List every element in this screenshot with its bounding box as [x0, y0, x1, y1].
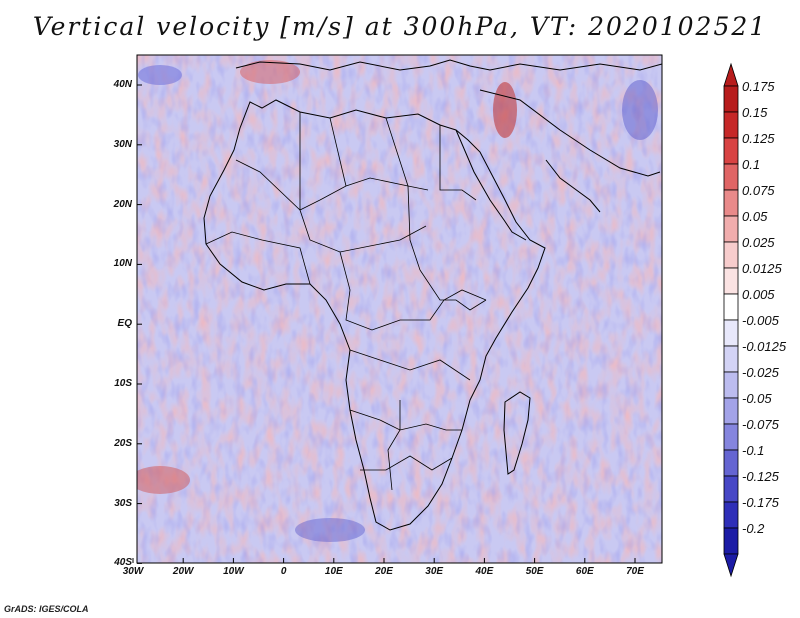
colorbar-label: -0.05: [742, 391, 772, 406]
latitude-label: 40S: [114, 557, 132, 569]
colorbar-swatch: [723, 241, 739, 269]
colorbar: [723, 62, 739, 578]
descent-patch-med: [240, 60, 300, 84]
latitude-label: 30S: [114, 497, 132, 509]
colorbar-swatch: [723, 475, 739, 503]
colorbar-swatch: [723, 189, 739, 217]
latitude-label: 10N: [113, 258, 132, 270]
longitude-label: 20E: [375, 566, 393, 577]
colorbar-swatch: [723, 293, 739, 321]
colorbar-swatch: [723, 397, 739, 425]
ascent-patch-east: [622, 80, 658, 140]
colorbar-swatch: [723, 423, 739, 451]
colorbar-label: -0.0125: [742, 339, 787, 354]
colorbar-label: 0.15: [742, 105, 768, 120]
longitude-label: 60E: [575, 566, 594, 577]
colorbar-label: 0.0125: [742, 261, 782, 276]
map-frame: [136, 54, 663, 564]
map-field: [137, 55, 662, 563]
colorbar-swatch: [723, 345, 739, 373]
chart-title: Vertical velocity [m/s] at 300hPa, VT: 2…: [32, 12, 768, 41]
strong-ascent-patch: [138, 65, 182, 85]
colorbar-swatch: [723, 215, 739, 243]
ascent-patch-south: [295, 518, 365, 542]
longitude-label: 0: [280, 566, 287, 577]
negative-field-texture: [137, 55, 662, 563]
colorbar-swatch: [723, 371, 739, 399]
colorbar-swatch: [723, 163, 739, 191]
colorbar-label: -0.125: [742, 469, 779, 484]
colorbar-swatch: [723, 527, 739, 555]
latitude-ticks: [137, 84, 142, 564]
latitude-label: 30N: [113, 138, 132, 150]
colorbar-swatch: [723, 267, 739, 295]
colorbar-label: 0.025: [742, 235, 775, 250]
colorbar-label: 0.005: [742, 287, 775, 302]
colorbar-label: -0.075: [742, 417, 779, 432]
colorbar-label: 0.1: [742, 157, 761, 172]
longitude-label: 10W: [223, 566, 244, 577]
colorbar-label: 0.075: [742, 183, 775, 198]
latitude-label: 20N: [113, 198, 132, 210]
latitude-label: 10S: [114, 378, 132, 389]
colorbar-label: -0.005: [742, 313, 779, 328]
longitude-label: 70E: [626, 566, 644, 577]
colorbar-swatch: [723, 319, 739, 347]
country-borders: [205, 112, 487, 491]
longitude-label: 30E: [425, 566, 444, 577]
colorbar-swatch: [723, 137, 739, 165]
longitude-label: 10E: [324, 566, 343, 577]
latitude-label: 40N: [113, 79, 132, 90]
colorbar-label: -0.2: [742, 521, 765, 536]
colorbar-swatch: [723, 501, 739, 529]
colorbar-label: -0.175: [742, 495, 779, 510]
colorbar-label: 0.05: [742, 209, 768, 224]
grads-credit: GrADS: IGES/COLA: [4, 604, 89, 614]
longitude-ticks: [132, 558, 636, 563]
longitude-label: 30W: [122, 566, 144, 577]
longitude-label: 50E: [525, 566, 544, 577]
colorbar-swatch: [723, 85, 739, 113]
colorbar-label: 0.175: [742, 79, 775, 94]
latitude-label: EQ: [117, 318, 132, 330]
colorbar-label: -0.1: [742, 443, 765, 458]
latitude-label: 20S: [114, 437, 132, 449]
longitude-label: 40E: [475, 566, 494, 577]
colorbar-top-arrow: [723, 62, 739, 87]
strong-descent-patch: [493, 82, 517, 138]
colorbar-label: 0.125: [742, 131, 775, 146]
colorbar-bottom-arrow: [723, 553, 739, 578]
colorbar-label: -0.025: [742, 365, 779, 380]
colorbar-swatch: [723, 449, 739, 477]
colorbar-swatch: [723, 111, 739, 139]
longitude-label: 20W: [172, 566, 194, 577]
descent-patch-southwest: [137, 466, 190, 494]
